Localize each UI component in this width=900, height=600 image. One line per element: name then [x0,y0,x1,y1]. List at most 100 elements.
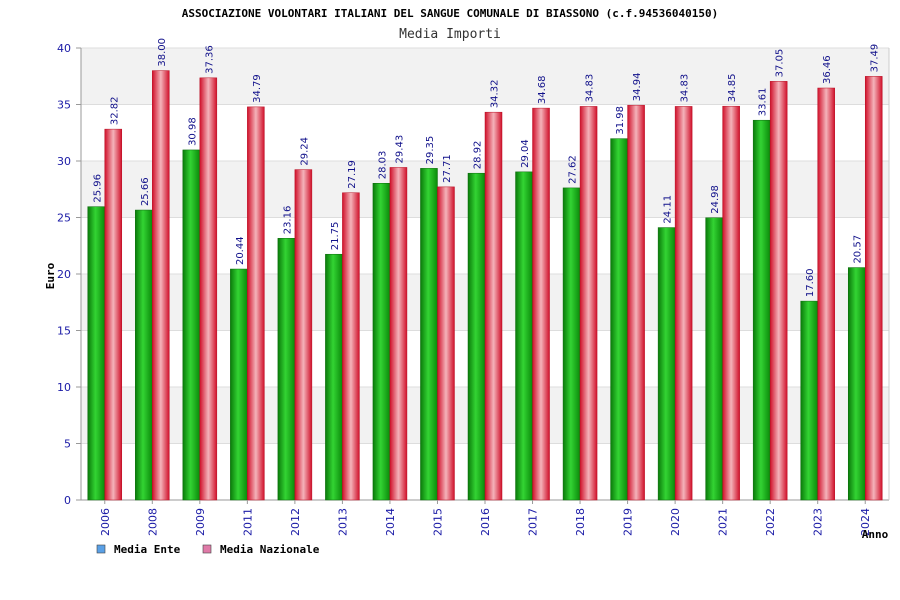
data-label: 27.62 [568,155,579,184]
x-tick-label: 2020 [669,508,682,536]
bar-media-ente [847,267,866,501]
data-label: 34.85 [727,74,738,103]
bar-media-nazionale [674,106,693,501]
x-tick-label: 2016 [479,508,492,536]
bar-media-ente [230,268,248,501]
data-label: 37.49 [870,44,881,73]
y-tick-label: 40 [57,42,71,55]
y-tick-label: 10 [57,381,71,394]
bar-media-nazionale [579,106,598,501]
data-label: 29.04 [520,139,531,168]
bar-media-nazionale [437,186,455,501]
bar-media-nazionale [627,104,645,501]
x-tick-label: 2008 [146,508,159,536]
data-label: 30.98 [187,117,198,146]
x-tick-label: 2014 [384,508,397,536]
data-label: 23.16 [282,206,293,235]
data-label: 29.35 [425,136,436,165]
data-label: 34.83 [585,74,596,103]
x-tick-label: 2015 [431,508,444,536]
data-label: 25.66 [140,177,151,206]
data-label: 25.96 [92,174,103,203]
bar-media-ente [372,183,391,501]
legend-label-media-ente: Media Ente [114,543,181,556]
bar-media-ente [87,206,106,501]
chart-title: ASSOCIAZIONE VOLONTARI ITALIANI DEL SANG… [182,7,718,20]
x-axis-ticks: 2006 2008 2009 2011 2012 2013 2014 2015 2016 2017… [99,500,872,536]
data-label: 29.24 [299,137,310,166]
data-label: 24.11 [663,195,674,224]
data-label: 34.83 [680,74,691,103]
bar-media-nazionale [152,70,170,501]
bar-media-nazionale [342,192,360,501]
x-tick-label: 2011 [241,508,254,536]
bar-media-nazionale [817,87,835,501]
bar-media-nazionale [247,106,265,501]
y-axis-label: Euro [44,262,57,289]
bar-media-ente [610,138,628,501]
bar-media-ente [657,227,676,501]
bar-media-ente [467,172,486,501]
data-label: 37.36 [204,45,215,74]
bar-media-nazionale [389,167,408,501]
x-tick-label: 2023 [812,508,825,536]
data-label: 34.68 [537,75,548,104]
data-labels: 25.96 32.82 25.66 38.00 30.98 37.36 20.44 34.79… [92,38,880,297]
bar-media-nazionale [104,128,123,501]
bar-media-ente [562,187,581,501]
data-label: 38.00 [157,38,168,67]
x-tick-label: 2006 [99,508,112,536]
bar-media-nazionale [199,77,218,501]
data-label: 32.82 [109,96,120,125]
bar-media-nazionale [864,76,883,501]
x-tick-label: 2019 [622,508,635,536]
bar-media-nazionale [532,107,550,501]
data-label: 34.79 [252,74,263,103]
data-label: 20.44 [235,236,246,265]
data-label: 29.43 [394,135,405,164]
data-label: 27.19 [347,160,358,189]
x-tick-label: 2021 [717,508,730,536]
legend: Media Ente Media Nazionale [96,543,320,556]
data-label: 33.61 [758,88,769,117]
data-label: 34.32 [490,80,501,109]
y-tick-label: 0 [64,494,71,507]
bar-media-ente [135,209,153,501]
legend-swatch-media-ente [96,544,106,554]
data-label: 28.92 [473,141,484,170]
data-label: 31.98 [615,106,626,135]
bar-media-ente [325,253,343,501]
data-label: 28.03 [377,151,388,180]
bar-media-ente [420,168,438,501]
x-tick-label: 2012 [289,508,302,536]
chart-subtitle: Media Importi [399,27,501,42]
bar-media-ente [800,300,818,501]
x-tick-label: 2009 [194,508,207,536]
bar-media-ente [705,217,723,501]
y-tick-label: 5 [64,438,71,451]
y-tick-label: 15 [57,325,71,338]
bar-media-nazionale [722,105,740,501]
bar-media-ente [277,238,296,501]
y-tick-label: 30 [57,155,71,168]
bar-media-nazionale [769,81,788,501]
x-tick-label: 2013 [336,508,349,536]
data-label: 20.57 [853,235,864,264]
data-label: 37.05 [775,49,786,78]
bars [87,70,883,501]
data-label: 17.60 [805,268,816,297]
data-label: 36.46 [822,55,833,84]
x-axis-label: Anno [862,528,889,541]
y-tick-label: 35 [57,99,71,112]
data-label: 27.71 [442,154,453,183]
bar-media-ente [182,149,201,501]
x-tick-label: 2018 [574,508,587,536]
x-tick-label: 2022 [764,508,777,536]
legend-label-media-nazionale: Media Nazionale [220,543,320,556]
y-tick-label: 20 [57,268,71,281]
bar-media-ente [752,119,771,501]
y-axis-ticks: 0 5 10 15 20 25 30 35 40 [57,42,81,507]
data-label: 21.75 [330,222,341,251]
data-label: 24.98 [710,185,721,214]
